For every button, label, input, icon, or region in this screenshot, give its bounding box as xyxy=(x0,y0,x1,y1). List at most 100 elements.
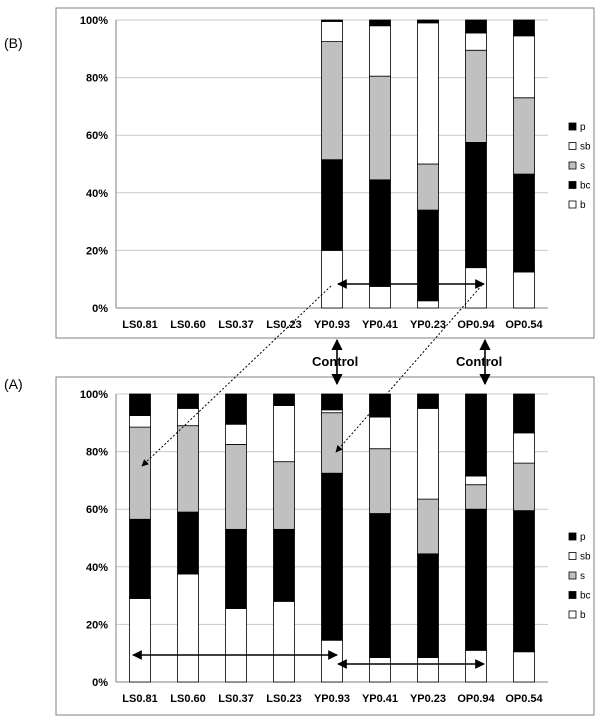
b-bar-sb-YP0.41 xyxy=(369,25,391,77)
a-bar-s-LS0.81 xyxy=(129,426,151,520)
a-ytick-label: 60% xyxy=(86,504,108,516)
a-xtick-label: YP0.93 xyxy=(314,693,350,705)
a-bar-sb-OP0.94 xyxy=(465,475,487,486)
b-legend-swatch-s xyxy=(568,161,577,170)
a-bar-b-YP0.41 xyxy=(369,657,391,683)
a-bar-p-LS0.60 xyxy=(177,393,199,409)
b-bar-p-YP0.41 xyxy=(369,19,391,27)
b-ytick-label: 0% xyxy=(92,303,108,315)
a-xtick-label: YP0.41 xyxy=(362,693,398,705)
control-label-yp: Control xyxy=(312,354,358,369)
b-legend-label-sb: sb xyxy=(580,142,591,153)
a-legend-label-s: s xyxy=(580,571,585,582)
a-bar-s-LS0.37 xyxy=(225,443,247,530)
a-bar-b-LS0.23 xyxy=(273,600,295,683)
a-legend-swatch-p xyxy=(568,532,577,541)
a-bar-bc-OP0.54 xyxy=(513,510,535,653)
a-bar-s-LS0.60 xyxy=(177,425,199,513)
b-bar-bc-OP0.94 xyxy=(465,141,487,269)
a-bar-sb-YP0.93 xyxy=(321,409,343,414)
a-xtick-label: LS0.23 xyxy=(266,693,301,705)
a-legend-swatch-sb xyxy=(568,552,577,560)
a-bar-bc-LS0.23 xyxy=(273,528,295,602)
a-bar-s-OP0.54 xyxy=(513,462,535,512)
b-legend-swatch-bc xyxy=(568,181,577,189)
panel-a-chart: (A) 0% 20% 40% 60% 80% 100% LS0.81 LS0.60 LS0.37… xyxy=(4,376,595,716)
a-bar-s-OP0.94 xyxy=(465,484,487,510)
a-xtick-label: OP0.54 xyxy=(505,693,543,705)
b-bar-b-YP0.93 xyxy=(321,249,343,309)
b-xtick-label: LS0.81 xyxy=(122,319,157,331)
a-ytick-label: 0% xyxy=(92,677,108,689)
b-bar-sb-YP0.23 xyxy=(417,22,439,165)
a-bar-b-OP0.94 xyxy=(465,649,487,683)
a-xtick-label: LS0.81 xyxy=(122,693,157,705)
a-bar-b-YP0.93 xyxy=(321,639,343,683)
a-legend-label-p: p xyxy=(580,532,586,543)
b-xtick-label: LS0.37 xyxy=(218,319,253,331)
b-xtick-label: YP0.23 xyxy=(410,319,446,331)
link-arrow-1 xyxy=(141,285,332,467)
b-legend-label-bc: bc xyxy=(580,181,591,192)
a-bar-b-YP0.23 xyxy=(417,657,439,683)
a-bar-sb-LS0.81 xyxy=(129,415,151,428)
panel-b-chart: (B) 0% 20% 40% 60% 80% 100% LS0.81 LS0.60 LS0.37… xyxy=(4,7,595,339)
b-ytick-label: 80% xyxy=(86,73,108,85)
a-bar-bc-YP0.23 xyxy=(417,553,439,658)
b-legend-label-s: s xyxy=(580,161,585,172)
a-bar-bc-LS0.60 xyxy=(177,511,199,575)
a-bar-sb-OP0.54 xyxy=(513,432,535,464)
a-bar-p-LS0.37 xyxy=(225,393,247,425)
a-legend-label-sb: sb xyxy=(580,552,591,563)
b-xtick-label: LS0.60 xyxy=(170,319,205,331)
b-xtick-label: OP0.54 xyxy=(505,319,543,331)
a-bar-bc-LS0.37 xyxy=(225,528,247,609)
a-ytick-label: 100% xyxy=(80,389,108,401)
control-label-op: Control xyxy=(456,354,502,369)
a-bar-sb-LS0.60 xyxy=(177,407,199,427)
a-bar-p-YP0.23 xyxy=(417,393,439,409)
a-legend-swatch-s xyxy=(568,571,577,580)
a-ytick-label: 80% xyxy=(86,447,108,459)
b-bar-p-OP0.54 xyxy=(513,19,535,37)
panel-b-frame xyxy=(55,7,595,339)
b-bar-s-YP0.23 xyxy=(417,163,439,211)
b-bar-sb-OP0.54 xyxy=(513,35,535,99)
b-bar-b-YP0.41 xyxy=(369,285,391,309)
a-bar-p-YP0.93 xyxy=(321,393,343,411)
a-xtick-label: OP0.94 xyxy=(457,693,495,705)
b-bar-bc-YP0.93 xyxy=(321,159,343,251)
a-bar-s-LS0.23 xyxy=(273,461,295,530)
a-ytick-label: 20% xyxy=(86,619,108,631)
b-ytick-label: 60% xyxy=(86,130,108,142)
annotations: Control Control xyxy=(132,279,502,669)
b-bar-bc-OP0.54 xyxy=(513,173,535,273)
b-bar-p-YP0.23 xyxy=(417,19,439,24)
a-bar-bc-OP0.94 xyxy=(465,508,487,651)
a-bar-s-YP0.41 xyxy=(369,448,391,514)
b-bar-s-YP0.41 xyxy=(369,75,391,181)
a-xtick-label: YP0.23 xyxy=(410,693,446,705)
b-ytick-label: 20% xyxy=(86,245,108,257)
b-bar-b-OP0.54 xyxy=(513,271,535,309)
a-bar-bc-YP0.93 xyxy=(321,472,343,641)
b-bar-sb-OP0.94 xyxy=(465,32,487,51)
a-bar-s-YP0.23 xyxy=(417,498,439,555)
b-xtick-label: YP0.93 xyxy=(314,319,350,331)
b-bar-s-OP0.94 xyxy=(465,49,487,143)
a-bar-sb-YP0.23 xyxy=(417,407,439,500)
b-bar-bc-YP0.23 xyxy=(417,209,439,302)
a-bar-p-LS0.23 xyxy=(273,393,295,406)
panel-a-frame xyxy=(55,376,595,716)
a-bar-p-OP0.94 xyxy=(465,393,487,477)
a-bar-sb-LS0.37 xyxy=(225,423,247,445)
b-bar-s-YP0.93 xyxy=(321,41,343,161)
a-xtick-label: LS0.37 xyxy=(218,693,253,705)
b-xtick-label: LS0.23 xyxy=(266,319,301,331)
a-bar-b-LS0.37 xyxy=(225,608,247,683)
a-bar-sb-LS0.23 xyxy=(273,405,295,463)
a-bar-p-LS0.81 xyxy=(129,393,151,417)
b-legend-swatch-p xyxy=(568,122,577,131)
b-bar-bc-YP0.41 xyxy=(369,179,391,287)
